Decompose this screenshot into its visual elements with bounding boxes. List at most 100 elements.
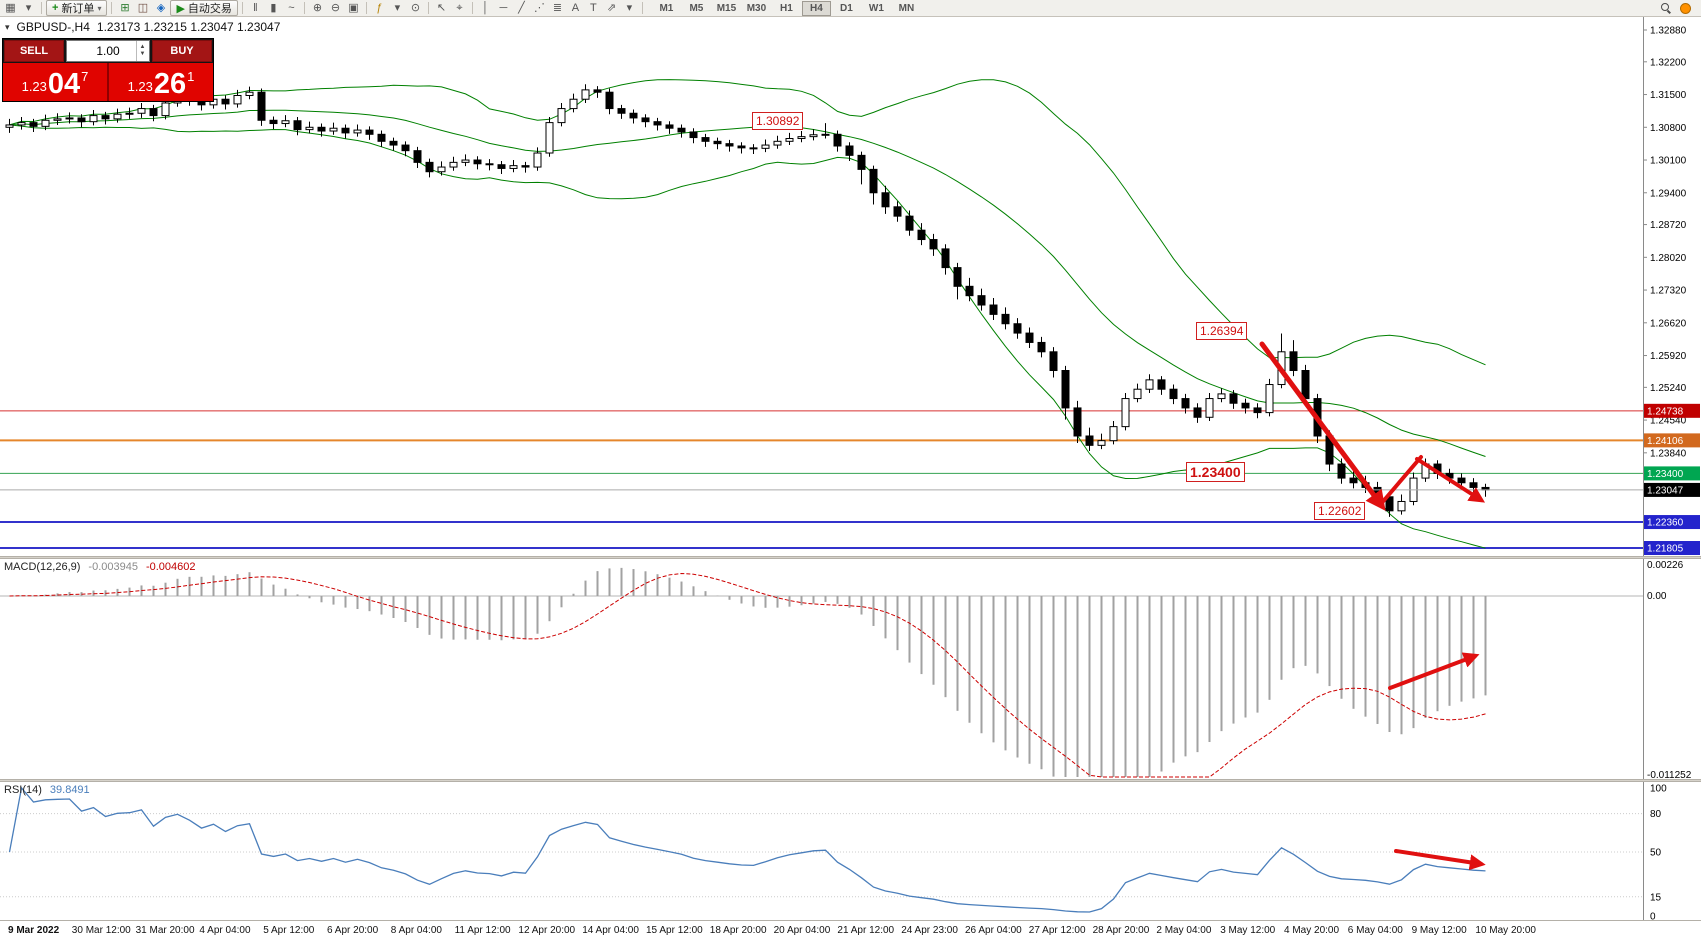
collapse-icon[interactable]: ▾ xyxy=(5,21,10,32)
trendline-icon[interactable]: ╱ xyxy=(518,1,525,14)
trend-arrow[interactable] xyxy=(1388,652,1480,690)
price-badge xyxy=(1644,482,1700,497)
channel-icon[interactable]: ⋰ xyxy=(533,1,545,14)
buy-button[interactable]: BUY xyxy=(152,40,212,62)
timeframe-mn[interactable]: MN xyxy=(898,2,915,14)
price-tick-label: 1.26620 xyxy=(1650,318,1687,329)
macd-signal-value: -0.004602 xyxy=(145,561,196,573)
candle xyxy=(1349,477,1358,484)
time-axis-label: 9 May 12:00 xyxy=(1412,925,1467,936)
timeframe-d1[interactable]: D1 xyxy=(840,2,853,14)
candle xyxy=(125,112,134,115)
time-axis-label: 3 May 12:00 xyxy=(1220,925,1275,936)
panel-separator[interactable] xyxy=(0,779,1701,782)
sell-price-pip: 7 xyxy=(81,69,89,84)
candlestick-chart-icon[interactable]: ▮ xyxy=(270,1,277,14)
search-icon[interactable] xyxy=(1660,2,1672,14)
arrows-dropdown-icon[interactable]: ▾ xyxy=(626,1,633,14)
trend-arrow[interactable] xyxy=(1394,849,1486,871)
text-icon[interactable]: A xyxy=(571,1,580,14)
timeframe-m1[interactable]: M1 xyxy=(659,2,674,14)
period-icon[interactable]: ⊙ xyxy=(410,1,421,14)
indicators-icon[interactable]: ƒ xyxy=(376,1,383,14)
line-chart-icon[interactable]: ~ xyxy=(288,1,295,14)
candle xyxy=(1193,407,1202,418)
timeframe-m15[interactable]: M15 xyxy=(716,2,737,14)
timeframe-m30[interactable]: M30 xyxy=(746,2,767,14)
candle xyxy=(953,267,962,287)
macd-axis-label: 0.00226 xyxy=(1647,560,1684,571)
candle xyxy=(905,215,914,231)
sell-button[interactable]: SELL xyxy=(4,40,64,62)
timeframe-w1[interactable]: W1 xyxy=(868,2,884,14)
time-axis-label: 5 Apr 12:00 xyxy=(263,925,315,936)
sell-price[interactable]: 1.23 04 7 xyxy=(3,63,109,101)
price-annotation[interactable]: 1.26394 xyxy=(1196,322,1248,340)
new-chart-icon[interactable]: ▦ xyxy=(5,1,16,14)
time-axis-label: 20 Apr 04:00 xyxy=(774,925,831,936)
auto-trading-button[interactable]: ▶ 自动交易 xyxy=(170,0,238,16)
arrows-icon[interactable]: ⇗ xyxy=(606,1,617,14)
connection-status-icon[interactable] xyxy=(1680,2,1691,14)
zoom-out-icon[interactable]: ⊖ xyxy=(330,1,341,14)
timeframe-h1[interactable]: H1 xyxy=(780,2,793,14)
horizontal-line-icon[interactable]: ─ xyxy=(499,1,508,14)
timeframe-h4[interactable]: H4 xyxy=(801,0,831,16)
symbol-ohlc-info: ▾ GBPUSD-,H4 1.23173 1.23215 1.23047 1.2… xyxy=(5,20,280,34)
panel-separator[interactable] xyxy=(0,556,1701,559)
candle xyxy=(485,163,494,166)
toolbar-separator xyxy=(471,2,473,14)
cursor-icon[interactable]: ↖ xyxy=(436,1,447,14)
bars-chart-icon[interactable]: ǁ xyxy=(253,1,258,14)
zoom-in-icon[interactable]: ⊕ xyxy=(312,1,323,14)
time-axis-label: 4 May 20:00 xyxy=(1284,925,1339,936)
navigator-icon[interactable]: ◈ xyxy=(156,1,166,14)
candle xyxy=(377,133,386,142)
market-watch-icon[interactable]: ⊞ xyxy=(120,1,130,14)
candle xyxy=(101,115,110,120)
bollinger-lower-band[interactable] xyxy=(9,124,1486,549)
volume-down-icon[interactable]: ▼ xyxy=(139,51,146,57)
candle xyxy=(1265,384,1274,414)
fibonacci-icon[interactable]: ≣ xyxy=(552,1,563,14)
candle xyxy=(1073,407,1082,437)
price-tick-label: 1.23840 xyxy=(1650,448,1687,459)
volume-up-icon[interactable]: ▲ xyxy=(139,44,146,50)
volume-field: ▲ ▼ xyxy=(66,40,150,62)
rsi-title: RSI(14) xyxy=(4,784,42,796)
candle xyxy=(1157,379,1166,390)
bollinger-upper-band[interactable] xyxy=(9,79,1486,366)
candle xyxy=(449,161,458,168)
price-tick-label: 1.28720 xyxy=(1650,220,1687,231)
trend-arrow[interactable] xyxy=(1415,457,1486,503)
trend-arrow[interactable] xyxy=(1378,455,1423,507)
volume-input[interactable] xyxy=(86,44,130,58)
price-annotation[interactable]: 1.23400 xyxy=(1186,462,1245,482)
candle xyxy=(1025,332,1034,343)
candle xyxy=(1001,313,1010,325)
buy-price-prefix: 1.23 xyxy=(127,79,153,94)
rsi-axis-label: 100 xyxy=(1650,784,1667,795)
price-annotation[interactable]: 1.30892 xyxy=(752,112,804,130)
trend-arrow[interactable] xyxy=(1259,341,1386,511)
candle xyxy=(437,166,446,173)
price-tick-label: 1.30100 xyxy=(1650,156,1687,167)
new-chart-dropdown-icon[interactable]: ▾ xyxy=(25,1,32,14)
new-order-button-label: 新订单 xyxy=(61,3,95,15)
timeframe-m5[interactable]: M5 xyxy=(689,2,704,14)
candlestick-series[interactable] xyxy=(5,84,1490,517)
bollinger-middle-band[interactable] xyxy=(9,109,1486,457)
label-icon[interactable]: T xyxy=(590,1,597,14)
vertical-line-icon[interactable]: │ xyxy=(481,1,489,14)
new-order-button[interactable]: + 新订单 ▾ xyxy=(46,0,108,16)
candle xyxy=(581,89,590,100)
buy-price[interactable]: 1.23 26 1 xyxy=(109,63,213,101)
tile-windows-icon[interactable]: ▣ xyxy=(348,1,359,14)
candle xyxy=(389,140,398,146)
indicators-dropdown-icon[interactable]: ▾ xyxy=(394,1,401,14)
data-window-icon[interactable]: ◫ xyxy=(137,1,149,14)
crosshair-icon[interactable]: ⌖ xyxy=(456,1,463,14)
candle xyxy=(221,98,230,105)
price-annotation[interactable]: 1.22602 xyxy=(1314,502,1366,520)
